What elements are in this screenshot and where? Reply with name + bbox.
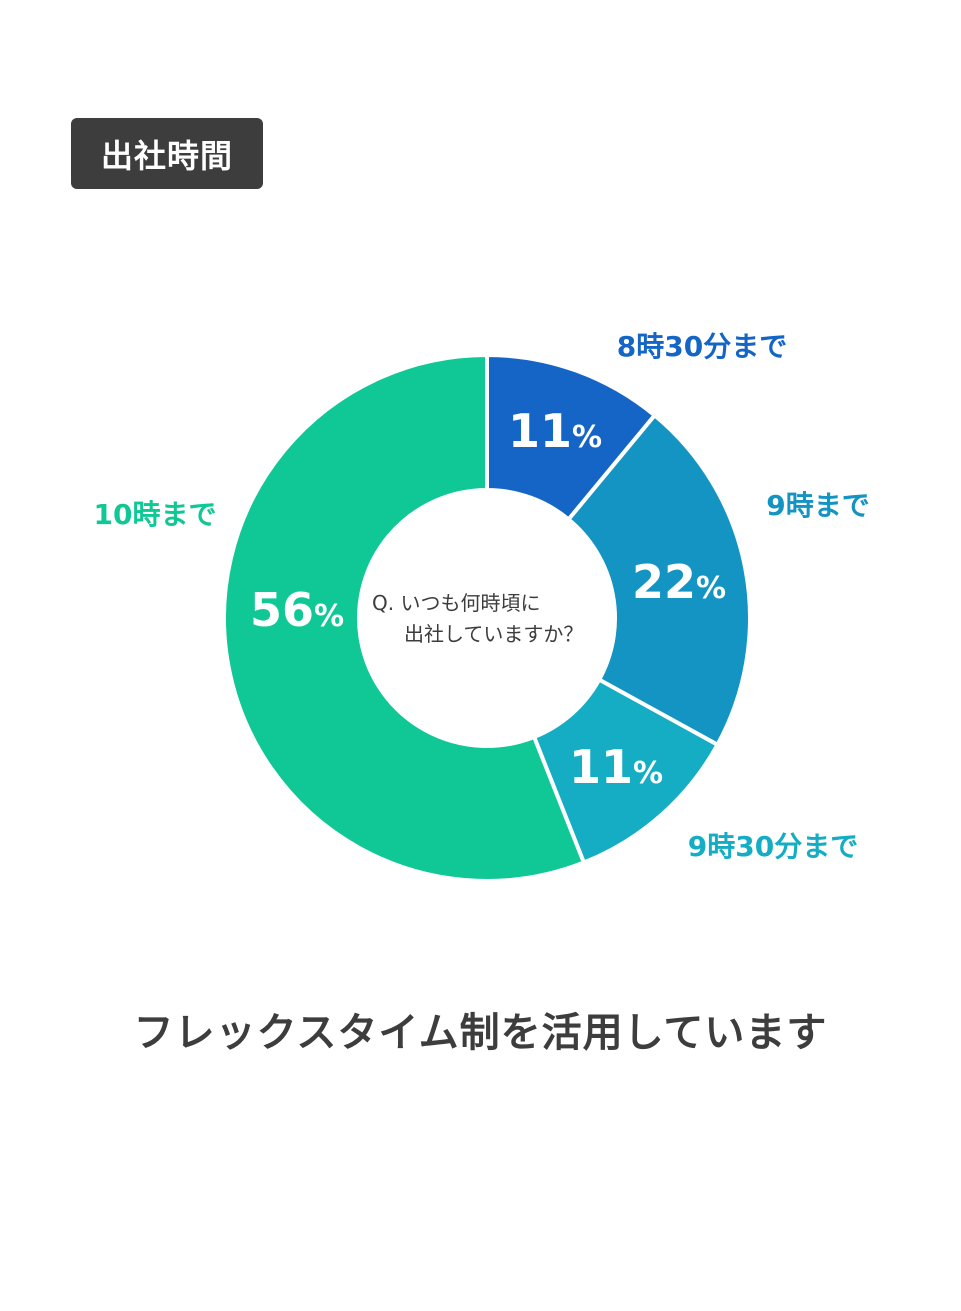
donut-segments [222, 352, 752, 883]
segment-value-label-1: 11% [508, 404, 602, 458]
donut-value-labels: 11% 22% 11% 56% [250, 404, 726, 794]
donut-category-labels: 8時30分まで 9時まで 9時30分まで 10時まで [94, 330, 870, 863]
segment-category-label-2: 9時まで [766, 489, 869, 522]
center-question: Q. いつも何時頃に 出社していますか？ [352, 588, 622, 650]
segment-category-label-3: 9時30分まで [688, 830, 858, 863]
segment-category-label-4: 10時まで [94, 498, 217, 531]
donut-segment-2 [565, 412, 752, 748]
segment-value-label-4: 56% [250, 583, 344, 637]
center-question-line-1: Q. いつも何時頃に [372, 591, 541, 615]
chart-title-badge: 出社時間 [71, 118, 263, 189]
segment-category-label-1: 8時30分まで [617, 330, 787, 363]
donut-segment-4 [222, 352, 587, 883]
center-question-line-2: 出社していますか？ [404, 622, 584, 646]
segment-value-label-3: 11% [569, 740, 663, 794]
segment-value-label-2: 22% [632, 555, 726, 609]
footer-caption: フレックスタイム制を活用しています [133, 1010, 828, 1056]
